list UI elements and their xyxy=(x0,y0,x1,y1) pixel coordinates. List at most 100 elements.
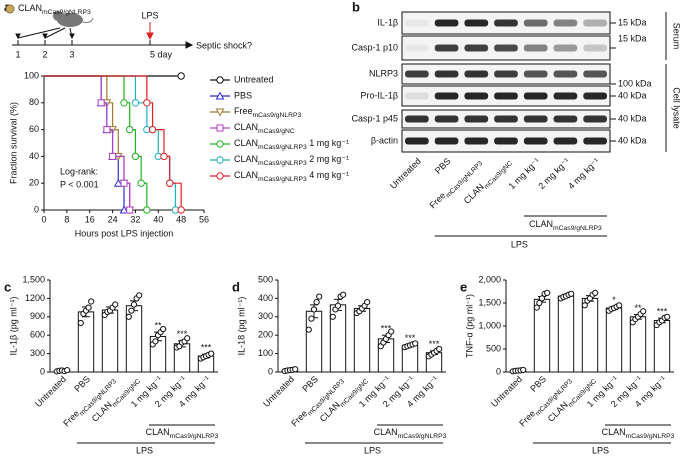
label-part: CLAN xyxy=(234,122,258,132)
label-part: mCas9/gNLRP3 xyxy=(258,176,307,183)
y-tick-label: 1200 xyxy=(25,293,45,303)
marker xyxy=(109,152,117,160)
y-axis-label: TNF-α (pg ml⁻¹) xyxy=(464,294,474,358)
x-tick-label: 32 xyxy=(130,214,140,224)
data-point xyxy=(310,306,318,313)
group-label: Serum xyxy=(672,23,682,50)
label-part: 4 mg kg⁻¹ xyxy=(307,170,349,180)
mouse-icon xyxy=(5,4,94,27)
bar xyxy=(353,308,371,373)
group-label: CLANmCas9/gNLRP3 xyxy=(374,427,447,439)
treatment-label: LPS xyxy=(511,239,528,249)
band xyxy=(523,70,548,78)
size-marker: 15 kDa xyxy=(618,17,647,27)
data-point xyxy=(334,302,342,309)
y-tick-label: 1,500 xyxy=(22,274,45,284)
data-point xyxy=(128,307,135,314)
data-point xyxy=(64,367,71,374)
label-part: 2 mg kg⁻¹ xyxy=(307,154,349,164)
data-point xyxy=(77,319,84,327)
label-part: CLAN xyxy=(18,3,42,13)
y-axis-label: Fraction survival (%) xyxy=(8,102,18,184)
label-part: CLAN xyxy=(234,170,258,180)
y-tick-label: 2,000 xyxy=(478,274,501,284)
data-point xyxy=(292,366,299,373)
band xyxy=(464,137,489,145)
significance: *** xyxy=(429,339,440,349)
panel-label: d xyxy=(232,279,240,294)
data-point xyxy=(364,298,371,306)
panel-label: e xyxy=(460,279,467,294)
significance: ** xyxy=(634,303,642,313)
bar xyxy=(605,307,623,373)
survival-line xyxy=(44,75,182,210)
marker xyxy=(120,179,128,187)
x-tick-label: 40 xyxy=(153,214,163,224)
band xyxy=(494,137,518,145)
row-label: β-actin xyxy=(371,135,398,145)
bar xyxy=(305,310,323,373)
survival-line xyxy=(44,75,131,210)
day-label: 2 xyxy=(42,49,47,59)
label-part: mCas9/gNLRP3 xyxy=(253,112,302,119)
data-point xyxy=(388,328,395,335)
y-tick-label: 500 xyxy=(258,274,273,284)
marker xyxy=(103,126,111,134)
survival-line xyxy=(44,75,131,210)
timeline xyxy=(12,22,194,49)
marker xyxy=(137,179,145,187)
data-point xyxy=(568,290,575,297)
panel-label: b xyxy=(352,0,360,14)
band xyxy=(583,137,607,145)
lane-label: CLANmCas9/gNC xyxy=(462,156,514,208)
marker xyxy=(143,99,151,107)
data-point xyxy=(130,301,138,308)
x-tick-label: 8 xyxy=(64,214,69,224)
legend-label: Untreated xyxy=(234,74,274,84)
band xyxy=(553,44,578,52)
data-point xyxy=(329,313,336,320)
y-tick-label: 400 xyxy=(258,293,273,303)
marker xyxy=(216,124,224,132)
data-point xyxy=(136,292,143,299)
data-point xyxy=(305,326,312,333)
band xyxy=(583,70,607,78)
size-marker: 40 kDa xyxy=(618,90,647,100)
day-label: 5 day xyxy=(150,49,173,59)
x-tick-label: Untreated xyxy=(33,374,68,409)
marker xyxy=(177,206,185,214)
day-label: 3 xyxy=(69,49,74,59)
band xyxy=(553,137,578,145)
band xyxy=(405,44,429,52)
label-part: CLAN xyxy=(602,427,626,437)
marker xyxy=(131,152,140,161)
lane-label: Untreated xyxy=(388,156,423,191)
significance: *** xyxy=(657,307,668,317)
marker xyxy=(126,125,134,134)
label-part: 1 mg kg⁻¹ xyxy=(307,138,349,148)
x-tick-label: 48 xyxy=(176,214,186,224)
y-tick-label: 0 xyxy=(268,366,273,376)
marker xyxy=(131,99,140,107)
marker xyxy=(120,99,128,107)
size-marker: 40 kDa xyxy=(618,113,647,123)
label-part: mCas9/gNLRP3 xyxy=(42,9,91,16)
size-marker: 100 kDa xyxy=(618,78,652,88)
label-part: CLAN xyxy=(234,154,258,164)
data-point xyxy=(340,291,347,298)
marker xyxy=(216,76,224,84)
band xyxy=(464,70,489,78)
band xyxy=(523,19,548,27)
band xyxy=(405,19,429,27)
data-point xyxy=(533,304,540,311)
annotation: Log-rank: xyxy=(60,166,98,176)
size-marker: 15 kDa xyxy=(618,33,647,43)
y-tick-label: 0 xyxy=(34,204,39,214)
group-label: CLANmCas9/gNLRP3 xyxy=(529,219,602,231)
band xyxy=(583,19,607,27)
y-tick-label: 1,500 xyxy=(478,297,501,307)
data-point xyxy=(520,366,527,374)
data-point xyxy=(592,289,599,296)
x-tick-label: PBS xyxy=(528,374,548,394)
legend-label: CLANmCas9/gNC xyxy=(234,122,295,134)
